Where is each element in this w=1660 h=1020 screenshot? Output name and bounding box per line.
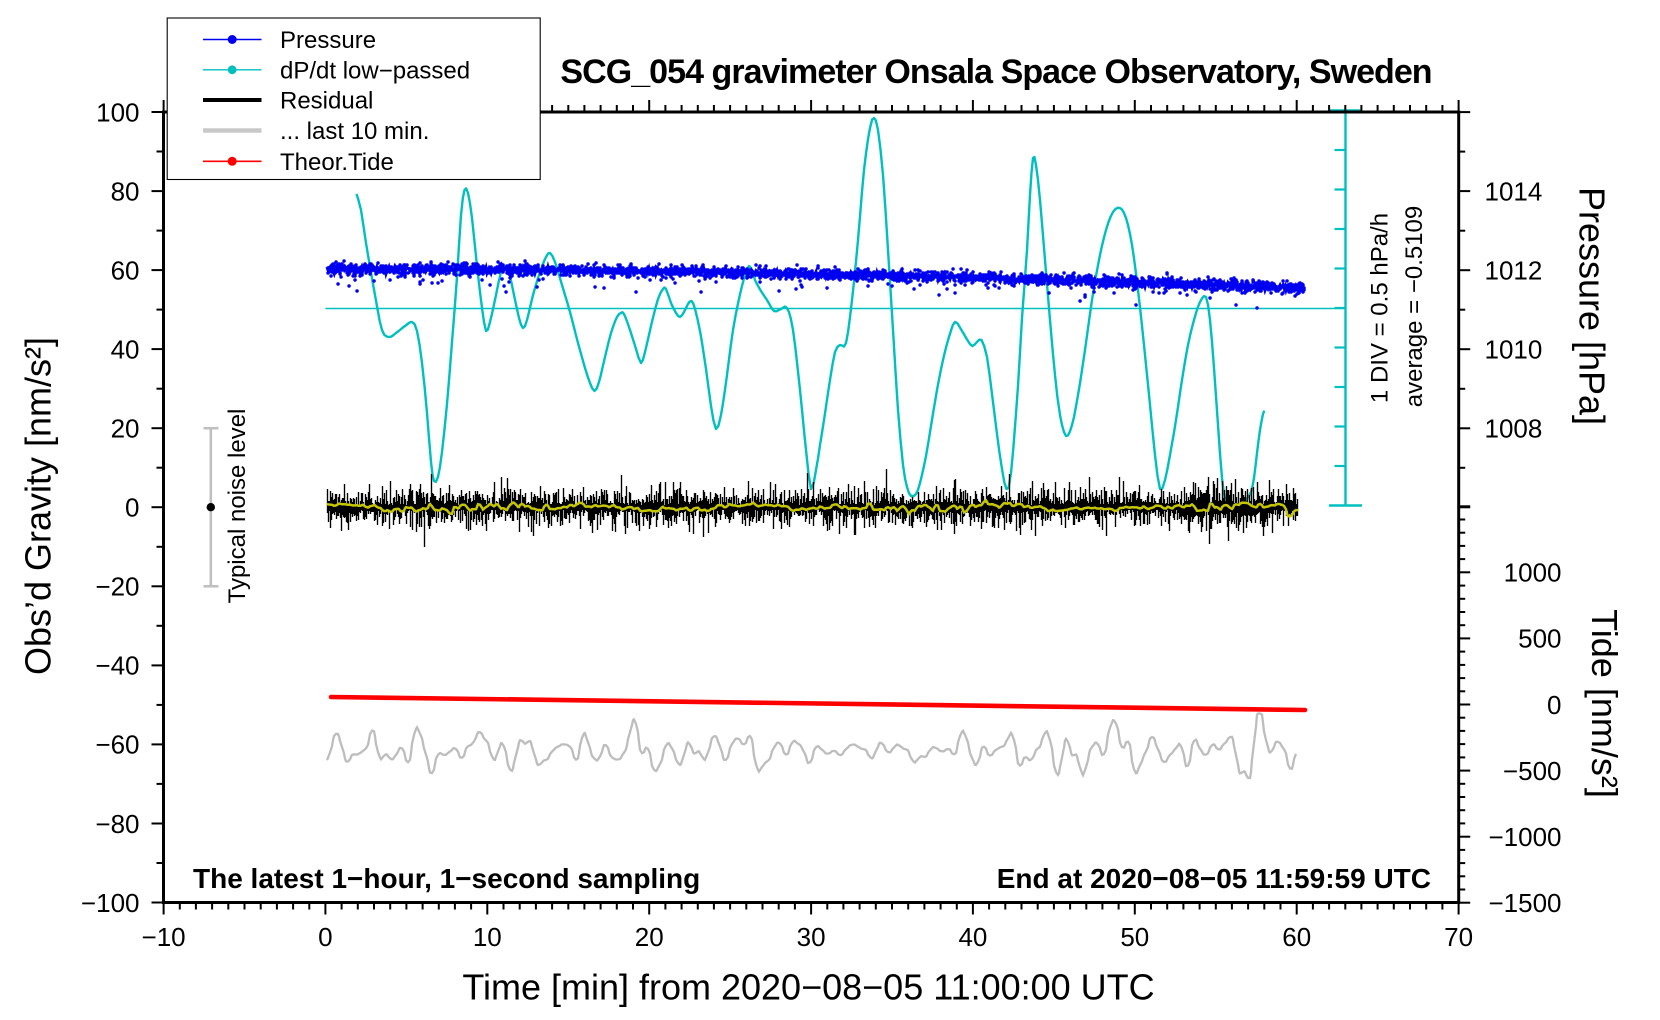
svg-text:−500: −500	[1503, 756, 1562, 786]
svg-text:40: 40	[111, 334, 140, 364]
svg-text:−1500: −1500	[1488, 888, 1561, 918]
svg-text:−100: −100	[81, 888, 140, 918]
svg-text:80: 80	[111, 176, 140, 206]
svg-text:−20: −20	[95, 572, 139, 602]
svg-text:1010: 1010	[1485, 335, 1543, 365]
svg-text:20: 20	[635, 922, 664, 952]
svg-text:Time [min] from 2020−08−05 11:: Time [min] from 2020−08−05 11:00:00 UTC	[462, 967, 1154, 1008]
svg-text:−1000: −1000	[1488, 822, 1561, 852]
svg-text:1012: 1012	[1485, 256, 1543, 286]
svg-text:70: 70	[1444, 922, 1473, 952]
svg-text:1014: 1014	[1485, 176, 1543, 206]
svg-text:Tide [nm/s²]: Tide [nm/s²]	[1584, 609, 1625, 798]
svg-text:SCG_054 gravimeter Onsala Spac: SCG_054 gravimeter Onsala Space Observat…	[560, 53, 1431, 91]
svg-text:40: 40	[958, 922, 987, 952]
svg-text:100: 100	[96, 97, 139, 127]
svg-text:Obs’d Gravity [nm/s²]: Obs’d Gravity [nm/s²]	[18, 337, 59, 675]
svg-text:50: 50	[1120, 922, 1149, 952]
svg-text:Theor.Tide: Theor.Tide	[280, 149, 394, 176]
svg-text:average = −0.5109: average = −0.5109	[1401, 206, 1428, 408]
svg-text:0: 0	[125, 493, 139, 523]
svg-text:Pressure: Pressure	[280, 27, 376, 54]
svg-text:dP/dt low−passed: dP/dt low−passed	[280, 57, 470, 84]
svg-text:Typical noise level: Typical noise level	[224, 409, 251, 604]
svg-text:1000: 1000	[1504, 558, 1562, 588]
svg-text:1008: 1008	[1485, 414, 1543, 444]
svg-text:The latest 1−hour, 1−second sa: The latest 1−hour, 1−second sampling	[193, 863, 700, 894]
svg-text:−60: −60	[95, 730, 139, 760]
svg-text:... last 10 min.: ... last 10 min.	[280, 118, 429, 145]
svg-text:−80: −80	[95, 809, 139, 839]
svg-text:0: 0	[1547, 690, 1561, 720]
svg-text:10: 10	[473, 922, 502, 952]
svg-text:Residual: Residual	[280, 88, 373, 115]
svg-text:60: 60	[1282, 922, 1311, 952]
svg-text:20: 20	[111, 414, 140, 444]
svg-text:30: 30	[797, 922, 826, 952]
svg-text:0: 0	[318, 922, 332, 952]
svg-text:500: 500	[1518, 624, 1561, 654]
svg-text:60: 60	[111, 255, 140, 285]
svg-text:1 DIV = 0.5 hPa/h: 1 DIV = 0.5 hPa/h	[1367, 213, 1394, 403]
svg-text:−40: −40	[95, 651, 139, 681]
svg-text:−10: −10	[142, 922, 186, 952]
svg-text:Pressure [hPa]: Pressure [hPa]	[1572, 187, 1613, 425]
svg-text:End at 2020−08−05 11:59:59 UTC: End at 2020−08−05 11:59:59 UTC	[997, 863, 1431, 894]
